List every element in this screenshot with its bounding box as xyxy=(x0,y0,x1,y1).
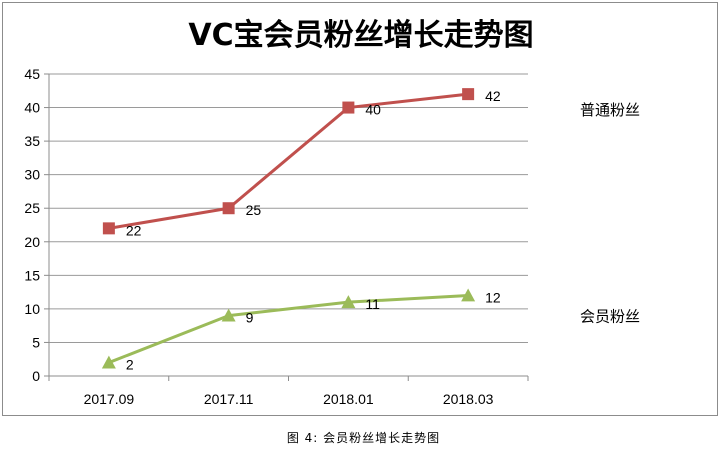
y-tick-label: 5 xyxy=(32,334,40,350)
data-label: 9 xyxy=(246,310,254,326)
y-tick-label: 45 xyxy=(24,66,40,82)
data-point xyxy=(342,101,355,114)
y-tick-label: 0 xyxy=(32,368,40,384)
x-tick-label: 2017.09 xyxy=(84,391,135,407)
line-chart: VC宝会员粉丝增长走势图 0 5 10 15 20 25 30 35 40 45 2017.09 20… xyxy=(24,18,640,407)
chart-title: VC宝会员粉丝增长走势图 xyxy=(188,18,533,53)
data-point xyxy=(461,288,476,302)
x-tick-label: 2017.11 xyxy=(204,391,254,407)
y-tick-label: 10 xyxy=(24,301,40,317)
legend-entry: 会员粉丝 xyxy=(580,307,640,325)
data-label: 11 xyxy=(365,296,380,312)
data-point xyxy=(341,295,356,309)
y-tick-label: 20 xyxy=(24,234,40,250)
data-label: 25 xyxy=(246,202,262,218)
y-tick-label: 35 xyxy=(24,133,40,149)
data-point xyxy=(221,308,236,322)
data-label: 2 xyxy=(126,357,134,373)
y-tick-label: 30 xyxy=(24,167,40,183)
data-point xyxy=(102,222,115,235)
data-point xyxy=(462,88,475,101)
chart-frame: VC宝会员粉丝增长走势图 0 5 10 15 20 25 30 35 40 45 2017.09 20… xyxy=(2,2,718,416)
legend-entry: 普通粉丝 xyxy=(580,101,640,119)
series-line xyxy=(108,293,469,364)
y-tick-label: 40 xyxy=(24,100,40,116)
y-tick-label: 25 xyxy=(24,200,40,216)
figure-caption: 图 4: 会员粉丝增长走势图 xyxy=(286,431,441,445)
data-point xyxy=(101,355,116,369)
data-point xyxy=(222,202,235,215)
y-tick-label: 15 xyxy=(24,267,40,283)
data-label: 12 xyxy=(485,289,501,305)
data-label: 42 xyxy=(485,88,501,104)
x-tick-label: 2018.03 xyxy=(443,391,494,407)
series-line xyxy=(108,92,469,230)
data-label: 22 xyxy=(126,222,142,238)
x-tick-label: 2018.01 xyxy=(323,391,374,407)
data-label: 40 xyxy=(365,102,381,118)
